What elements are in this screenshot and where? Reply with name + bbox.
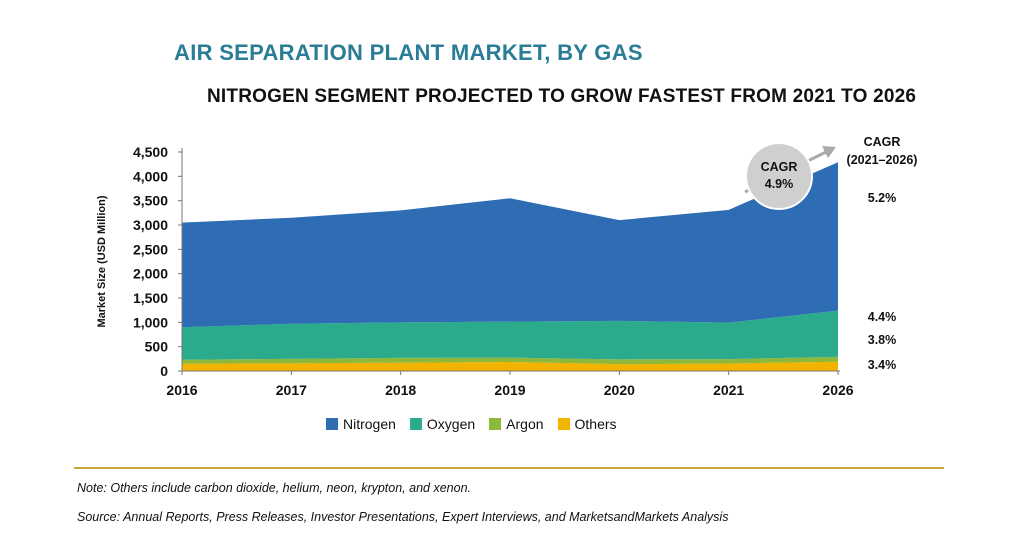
y-tick-label: 2,000 <box>133 266 168 282</box>
y-tick-label: 0 <box>160 363 168 379</box>
x-tick-label: 2017 <box>276 382 307 398</box>
legend-label: Argon <box>506 416 544 432</box>
cagr-arrow-head <box>822 146 836 158</box>
legend-swatch <box>557 418 570 430</box>
legend-label: Nitrogen <box>343 416 396 432</box>
cagr-value-nitrogen: 5.2% <box>868 191 897 205</box>
area-nitrogen <box>182 162 838 328</box>
legend-swatch <box>409 418 422 430</box>
y-tick-label: 2,500 <box>133 241 168 257</box>
legend-label: Oxygen <box>426 416 476 432</box>
y-tick-label: 500 <box>145 339 169 355</box>
y-tick-label: 1,500 <box>133 290 168 306</box>
legend-swatch <box>326 418 338 430</box>
area-argon <box>182 356 838 365</box>
chart-legend: Nitrogen Oxygen Argon Others <box>326 416 617 432</box>
footer-divider <box>74 467 944 469</box>
chart-title: AIR SEPARATION PLANT MARKET, BY GAS <box>174 40 643 65</box>
y-axis-label: Market Size (USD Million) <box>96 195 108 327</box>
legend-item-nitrogen: Nitrogen <box>326 416 396 432</box>
legend-item-argon: Argon <box>489 416 544 432</box>
cagr-bubble <box>745 142 813 210</box>
cagr-bubble-label: CAGR <box>761 160 798 174</box>
chart-subtitle: NITROGEN SEGMENT PROJECTED TO GROW FASTE… <box>207 86 917 107</box>
x-tick-label: 2020 <box>604 382 635 398</box>
y-tick-label: 1,000 <box>133 314 168 330</box>
cagr-value-argon: 3.8% <box>868 333 897 347</box>
y-tick-label: 4,500 <box>133 144 168 160</box>
cagr-header: (2021–2026) <box>847 153 918 167</box>
y-tick-label: 3,500 <box>133 193 168 209</box>
x-tick-label: 2016 <box>166 382 197 398</box>
x-tick-label: 2021 <box>713 382 744 398</box>
cagr-value-others: 3.4% <box>868 358 897 372</box>
x-tick-label: 2018 <box>385 382 416 398</box>
legend-label: Others <box>574 416 617 432</box>
legend-item-oxygen: Oxygen <box>409 416 476 432</box>
y-tick-label: 4,000 <box>133 168 168 184</box>
cagr-bubble-value: 4.9% <box>765 177 794 191</box>
area-others <box>182 361 838 371</box>
cagr-value-oxygen: 4.4% <box>868 310 897 324</box>
y-tick-label: 3,000 <box>133 217 168 233</box>
legend-item-others: Others <box>557 416 617 432</box>
area-oxygen <box>182 310 838 360</box>
footnote: Note: Others include carbon dioxide, hel… <box>77 481 471 495</box>
source-note: Source: Annual Reports, Press Releases, … <box>77 510 729 524</box>
x-tick-label: 2026 <box>822 382 853 398</box>
x-tick-label: 2019 <box>494 382 525 398</box>
legend-swatch <box>489 418 502 430</box>
cagr-header: CAGR <box>864 135 901 149</box>
